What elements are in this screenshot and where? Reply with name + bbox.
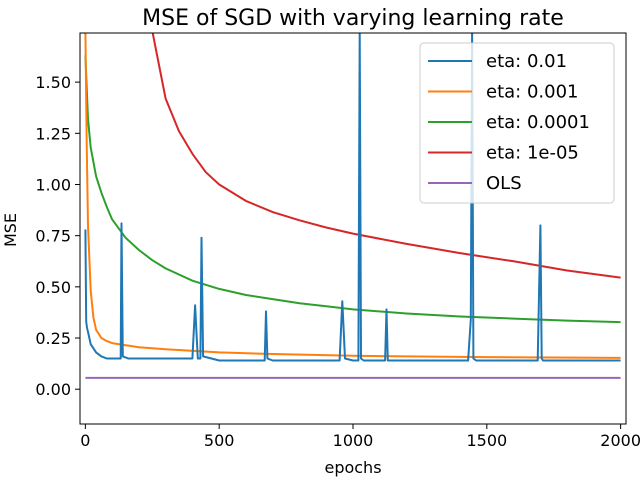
legend-label: eta: 0.001 (486, 82, 578, 103)
legend-box (419, 42, 615, 204)
y-tick-label: 1.00 (35, 175, 71, 194)
series-line (151, 33, 621, 279)
x-tick-label: 1000 (333, 431, 374, 450)
series-line (84, 33, 621, 362)
series-line (84, 55, 621, 324)
x-tick-label: 2000 (600, 431, 640, 450)
y-tick-label: 0.00 (35, 380, 71, 399)
x-tick-label: 0 (80, 431, 90, 450)
x-tick-label: 1500 (466, 431, 507, 450)
y-tick-label: 0.50 (35, 278, 71, 297)
series-line (84, 33, 621, 359)
y-tick-label: 1.25 (35, 124, 71, 143)
x-axis-label: epochs (324, 458, 381, 477)
legend-label: eta: 0.01 (486, 51, 567, 72)
legend-label: eta: 0.0001 (486, 112, 590, 133)
y-axis-label: MSE (1, 213, 20, 247)
legend: eta: 0.01 eta: 0.001 eta: 0.0001 eta: 1e-05… (419, 42, 615, 204)
legend-label: eta: 1e-05 (486, 143, 579, 164)
y-tick-label: 0.75 (35, 227, 71, 246)
chart-title: MSE of SGD with varying learning rate (142, 6, 564, 31)
series-layer (84, 33, 621, 379)
legend-label: OLS (486, 173, 522, 194)
y-axis-ticks: 0.00 0.25 0.50 0.75 1.00 1.25 1.50 (35, 73, 80, 399)
x-axis-ticks: 0 500 1000 1500 2000 (80, 424, 640, 450)
y-tick-label: 0.25 (35, 329, 71, 348)
x-tick-label: 500 (204, 431, 235, 450)
y-tick-label: 1.50 (35, 73, 71, 92)
